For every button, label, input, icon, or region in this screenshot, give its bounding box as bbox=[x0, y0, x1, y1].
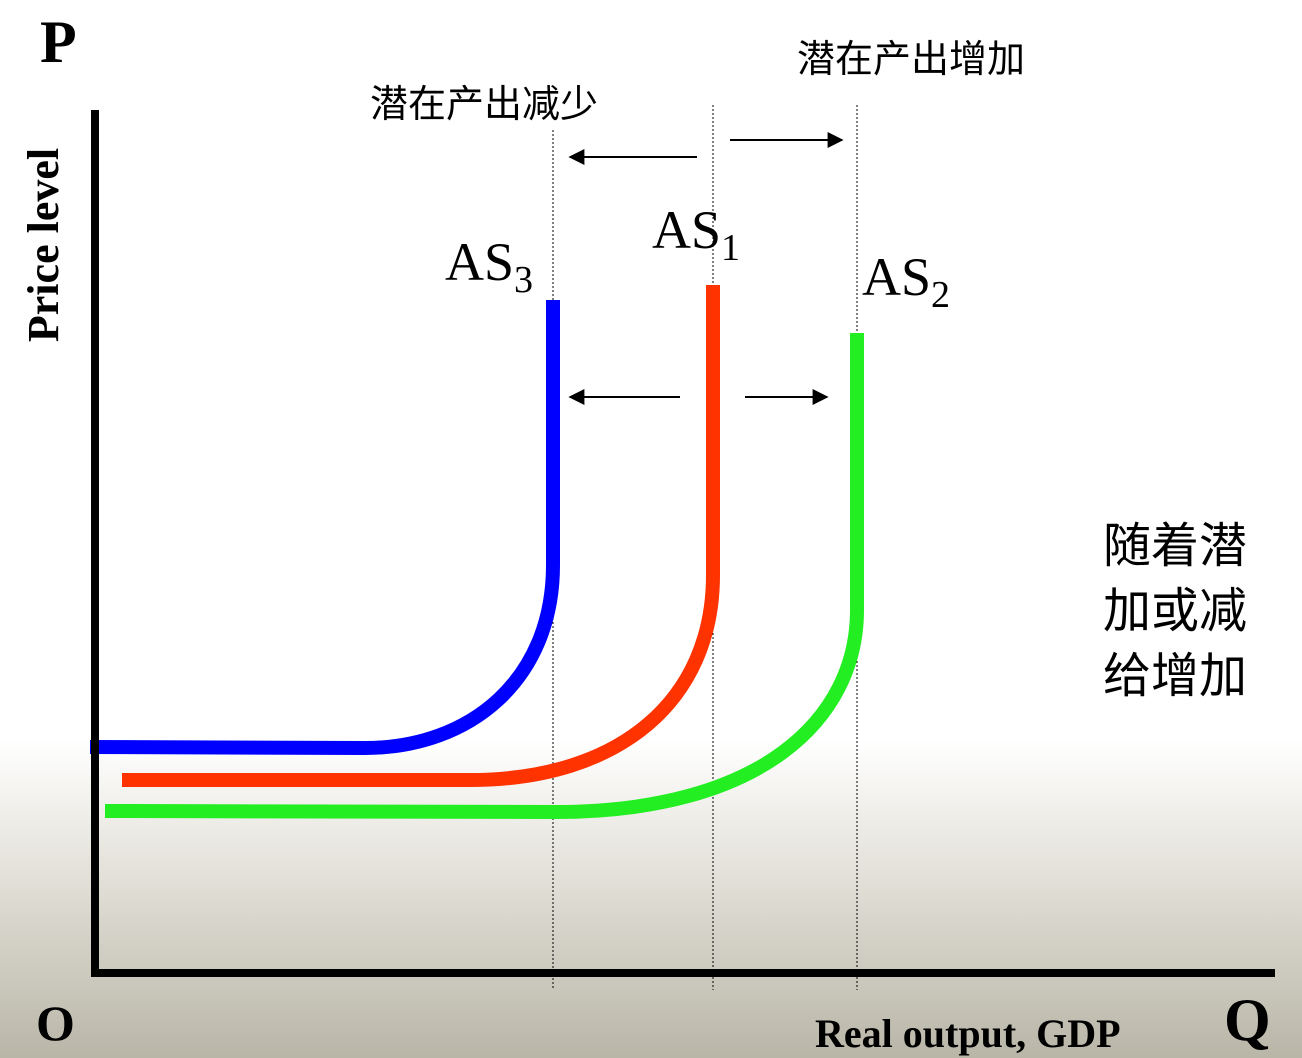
curve-name: AS bbox=[862, 247, 931, 307]
curve-subscript: 3 bbox=[514, 259, 533, 301]
as3-curve bbox=[89, 300, 560, 756]
curve-name: AS bbox=[445, 232, 514, 292]
curve-label: AS2 bbox=[862, 247, 950, 316]
curve-name: AS bbox=[652, 200, 721, 260]
annotation: 潜在产出减少 bbox=[370, 82, 598, 126]
note-line: 随着潜 bbox=[1103, 518, 1247, 574]
note-line: 加或减 bbox=[1103, 583, 1247, 639]
curve-subscript: 2 bbox=[931, 274, 950, 316]
as1-curve bbox=[122, 285, 720, 787]
annotation: 潜在产出增加 bbox=[797, 37, 1025, 81]
note-line: 给增加 bbox=[1103, 648, 1247, 704]
axes bbox=[91, 110, 1275, 977]
x-symbol: Q bbox=[1224, 987, 1271, 1053]
curve-label: AS3 bbox=[445, 232, 533, 301]
y-symbol: P bbox=[40, 9, 77, 75]
origin: O bbox=[36, 995, 75, 1051]
x-label: Real output, GDP bbox=[815, 1011, 1121, 1056]
curve-label: AS1 bbox=[652, 200, 740, 269]
shift-arrows bbox=[568, 132, 844, 405]
y-label: Price level bbox=[19, 148, 68, 342]
curve-subscript: 1 bbox=[721, 227, 740, 269]
as2-curve bbox=[104, 333, 864, 820]
curves bbox=[89, 285, 864, 820]
